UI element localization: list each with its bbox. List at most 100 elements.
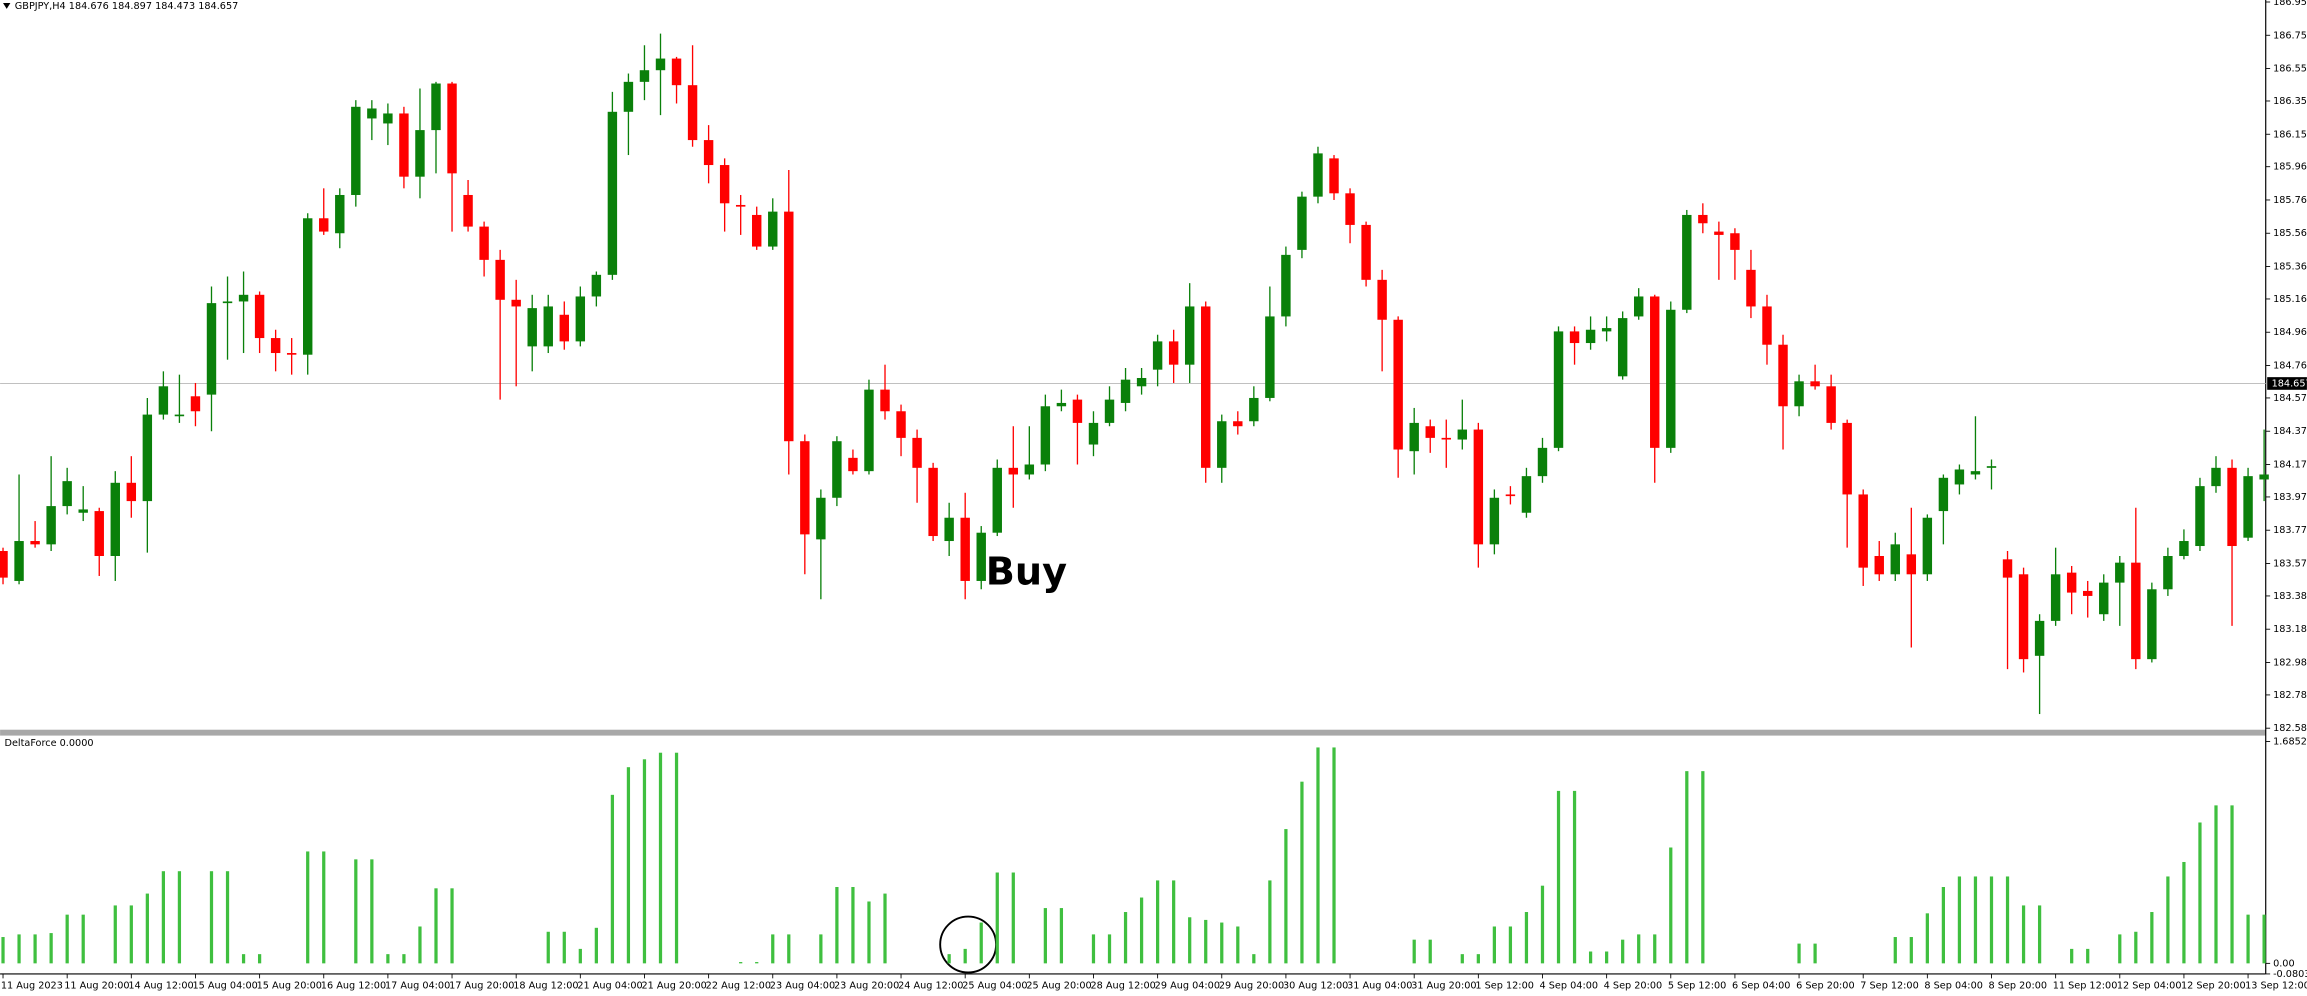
histogram-bar — [835, 887, 839, 964]
x-tick-label: 15 Aug 04:00 — [193, 981, 258, 992]
candle-body — [126, 482, 137, 502]
y-tick-label: 182.585 — [2273, 723, 2307, 734]
y-tick-label: -0.0803 — [2273, 969, 2307, 980]
candle-body — [1585, 329, 1596, 344]
candle-body — [254, 294, 265, 339]
candle-body — [1938, 477, 1949, 512]
y-tick-label: 186.155 — [2273, 129, 2307, 140]
histogram-bar — [771, 934, 775, 964]
histogram-bar — [979, 922, 983, 964]
histogram-bar — [1332, 747, 1336, 964]
candle-body — [2066, 572, 2077, 593]
histogram-bar — [1043, 908, 1047, 964]
x-tick-label: 11 Aug 20:00 — [64, 981, 129, 992]
candle-body — [992, 467, 1002, 533]
candle-body — [1425, 426, 1435, 438]
candle-body — [1345, 193, 1355, 225]
candle-body — [463, 194, 473, 227]
candle-body — [735, 204, 746, 207]
histogram-bar — [1476, 954, 1480, 964]
x-tick-label: 1 Sep 12:00 — [1475, 981, 1534, 992]
candle-body — [495, 259, 505, 300]
candle-body — [1297, 196, 1307, 250]
candle-body — [719, 165, 730, 204]
y-tick-label: 183.575 — [2273, 558, 2307, 569]
candle-body — [1906, 554, 1917, 575]
histogram-bar — [1621, 939, 1625, 964]
candle-body — [2099, 582, 2109, 615]
x-tick-label: 14 Aug 12:00 — [128, 981, 193, 992]
candle-body — [1056, 402, 1067, 407]
histogram-bar — [2118, 934, 2122, 964]
histogram-bar — [658, 752, 663, 964]
candle-body — [46, 506, 56, 545]
histogram-bar — [1637, 934, 1641, 964]
histogram-bar — [1524, 912, 1529, 964]
candle-body — [351, 106, 361, 195]
last-price-box — [2267, 377, 2307, 390]
y-tick-label: 183.380 — [2273, 591, 2307, 602]
candle-body — [1505, 494, 1516, 497]
candle-body — [703, 140, 714, 166]
histogram-bar — [81, 914, 85, 964]
candle-body — [1986, 466, 1997, 468]
candle-body — [1409, 422, 1419, 452]
candle-body — [511, 299, 521, 307]
candle-body — [1201, 306, 1211, 468]
candle-body — [1184, 306, 1195, 365]
histogram-bar — [1669, 847, 1673, 964]
indicator-title: DeltaForce 0.0000 — [4, 738, 93, 749]
candle-body — [190, 396, 201, 412]
candle-body — [14, 541, 24, 581]
candle-body — [655, 58, 666, 71]
candle-body — [238, 294, 249, 302]
histogram-bar — [65, 914, 69, 964]
candle-body — [1136, 377, 1147, 387]
candle-body — [2034, 620, 2045, 656]
candle-body — [1329, 158, 1339, 194]
x-tick-label: 5 Sep 12:00 — [1668, 981, 1727, 992]
candle-body — [1008, 467, 1019, 475]
candle-body — [30, 541, 40, 545]
y-tick-label: 185.360 — [2273, 262, 2307, 273]
histogram-bar — [995, 872, 999, 964]
y-tick-label: 185.560 — [2273, 228, 2307, 239]
y-tick-label: 0.00 — [2273, 958, 2295, 969]
histogram-bar — [1139, 897, 1144, 964]
histogram-bar — [370, 859, 374, 964]
histogram-bar — [145, 893, 149, 964]
candle-body — [383, 113, 393, 124]
candle-body — [559, 314, 569, 342]
histogram-bar — [257, 954, 262, 964]
x-tick-label: 18 Aug 12:00 — [513, 981, 578, 992]
candle-body — [479, 226, 489, 260]
candle-body — [303, 218, 313, 355]
histogram-bar — [49, 933, 53, 964]
candle-body — [2211, 467, 2221, 487]
x-tick-label: 11 Sep 12:00 — [2053, 981, 2118, 992]
candle-body — [912, 437, 922, 468]
candle-body — [1088, 422, 1099, 445]
histogram-bar — [1605, 951, 1609, 964]
candle-body — [1265, 316, 1275, 398]
histogram-bar — [819, 934, 823, 964]
y-tick-label: 184.170 — [2273, 459, 2307, 470]
candle-body — [1281, 254, 1291, 317]
candle-body — [1810, 381, 1820, 387]
candle-body — [1650, 296, 1660, 448]
x-tick-label: 12 Sep 20:00 — [2181, 981, 2246, 992]
histogram-bar — [33, 934, 37, 964]
histogram-bar — [2246, 914, 2250, 964]
candle-body — [687, 85, 698, 141]
histogram-bar — [1, 937, 5, 964]
candle-body — [1714, 231, 1724, 235]
candle-body — [110, 482, 120, 556]
candle-body — [864, 389, 874, 472]
candle-body — [1874, 555, 1884, 575]
y-tick-label: 184.570 — [2273, 393, 2307, 404]
candle-body — [1970, 471, 1981, 475]
y-tick-label: 183.180 — [2273, 624, 2307, 635]
menu-triangle[interactable] — [3, 2, 11, 9]
candle-body — [142, 414, 153, 502]
